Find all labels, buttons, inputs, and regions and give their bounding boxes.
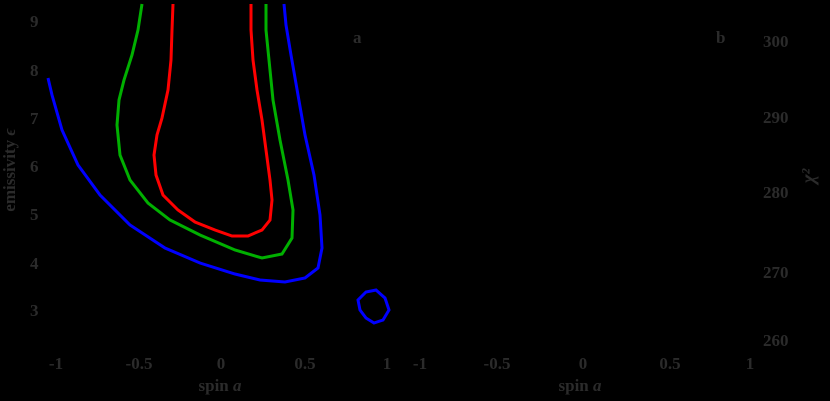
x-tick: -1: [412, 354, 428, 373]
panel-b-y-axis-label: χ²: [798, 168, 820, 184]
panel-a-label: a: [353, 28, 362, 47]
x-tick: -1: [48, 354, 64, 373]
x-tick: 0.5: [659, 354, 681, 373]
x-tick: 0: [578, 354, 588, 373]
x-tick: 1: [382, 354, 392, 373]
y-tick: 290: [763, 108, 789, 127]
y-tick: 5: [30, 205, 39, 224]
x-tick: -0.5: [483, 354, 511, 373]
x-tick: 0: [216, 354, 226, 373]
blue-contour: [46, 3, 324, 284]
x-tick: 0.5: [294, 354, 316, 373]
panel-b-x-axis-label: spin a: [558, 376, 602, 395]
red-contour: [152, 3, 274, 238]
y-tick: 270: [763, 263, 789, 282]
blue-island-contour: [356, 288, 391, 325]
y-tick: 6: [30, 157, 39, 176]
y-tick: 300: [763, 32, 789, 51]
y-tick: 260: [763, 331, 789, 350]
panel-a-x-axis-label: spin a: [198, 376, 242, 395]
y-tick: 4: [30, 254, 39, 273]
panel-a-y-axis-label: emissivity ϵ: [0, 128, 19, 212]
y-tick: 9: [30, 12, 39, 31]
green-contour: [115, 3, 295, 260]
x-tick: -0.5: [125, 354, 153, 373]
y-tick: 280: [763, 183, 789, 202]
x-tick: 1: [745, 354, 755, 373]
panel-b-label: b: [716, 28, 726, 47]
y-tick: 7: [30, 109, 39, 128]
y-tick: 8: [30, 61, 39, 80]
y-tick: 3: [30, 301, 39, 320]
